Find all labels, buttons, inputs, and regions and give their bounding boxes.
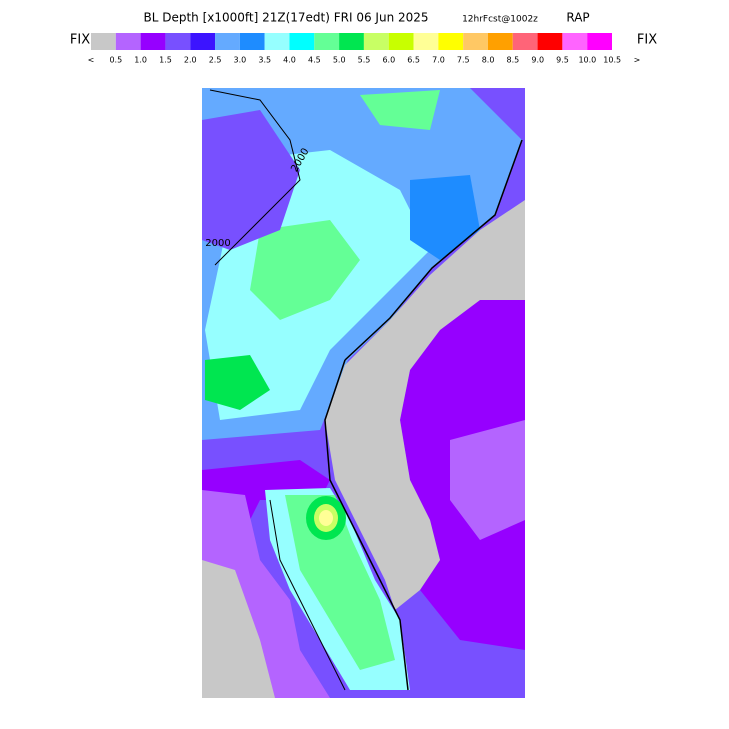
colorbar-swatch <box>587 33 612 50</box>
colorbar-swatch <box>388 33 414 50</box>
colorbar-label: 1.5 <box>159 56 172 65</box>
coastline <box>324 359 409 691</box>
colorbar-swatch <box>91 33 116 50</box>
colorbar-label: 9.5 <box>556 56 569 65</box>
colorbar-swatch <box>487 33 513 50</box>
region-green <box>250 220 360 320</box>
colorbar-left-label: FIX <box>70 33 90 48</box>
colorbar-label: 2.5 <box>209 56 222 65</box>
colorbar-swatch <box>314 33 340 50</box>
region-green-3 <box>360 90 440 130</box>
colorbar-label: 3.5 <box>258 56 271 65</box>
colorbar-label: 4.5 <box>308 56 321 65</box>
colorbar-swatch <box>215 33 240 50</box>
map: 2000 2000 <box>202 88 525 698</box>
colorbar-swatch <box>339 33 364 50</box>
region-offshore-light <box>450 420 525 540</box>
colorbar-label: 7.5 <box>457 56 470 65</box>
colorbar-label: 3.0 <box>234 56 247 65</box>
colorbar-label: 8.0 <box>482 56 495 65</box>
ocean-gray <box>325 200 525 610</box>
peninsula-green <box>285 495 395 670</box>
colorbar-label: 6.5 <box>407 56 420 65</box>
colorbar-swatch <box>512 33 538 50</box>
colorbar-label: 2.0 <box>184 56 197 65</box>
colorbar-right-label: FIX <box>637 33 657 48</box>
subtitle: 12hrFcst@1002z <box>462 15 538 25</box>
colorbar-label: 4.0 <box>283 56 296 65</box>
colorbar-swatch <box>190 33 216 50</box>
colorbar-swatch <box>264 33 290 50</box>
colorbar-label: 7.0 <box>432 56 445 65</box>
colorbar-swatch <box>289 33 315 50</box>
colorbar-swatch <box>463 33 488 50</box>
colorbar-swatch <box>115 33 141 50</box>
colorbar-label: 6.0 <box>382 56 395 65</box>
coastline-gulf <box>269 499 346 691</box>
contour <box>209 89 301 266</box>
title: BL Depth [x1000ft] 21Z(17edt) FRI 06 Jun… <box>143 11 428 25</box>
colorbar-label: 9.0 <box>531 56 544 65</box>
region-blue <box>410 175 480 260</box>
colorbar-label: 0.5 <box>109 56 122 65</box>
colorbar-swatch <box>438 33 464 50</box>
colorbar-swatch <box>413 33 439 50</box>
colorbar-swatch <box>239 33 265 50</box>
colorbar-label: 1.0 <box>134 56 147 65</box>
colorbar-swatch <box>363 33 389 50</box>
colorbar-swatch <box>537 33 563 50</box>
colorbar-label: 5.5 <box>358 56 371 65</box>
coastline-north <box>344 139 523 361</box>
colorbar-swatch <box>562 33 588 50</box>
region-violet <box>202 110 300 250</box>
region-green-2 <box>205 355 270 410</box>
blob-yellow <box>319 510 333 526</box>
gulf-gray <box>202 560 275 698</box>
colorbar-label: 8.5 <box>507 56 520 65</box>
contour-label: 2000 <box>205 238 230 249</box>
colorbar-swatch <box>165 33 191 50</box>
colorbar-label: < <box>88 56 95 65</box>
colorbar-label: 10.5 <box>603 56 621 65</box>
colorbar-label: 10.0 <box>578 56 596 65</box>
colorbar: <0.5 1.0 1.5 2.0 2.5 3.0 3.5 4.0 4.5 5.0 5.5 6.0 6.5… <box>88 33 641 65</box>
colorbar-label: 5.0 <box>333 56 346 65</box>
model: RAP <box>566 11 589 25</box>
colorbar-label: > <box>634 56 641 65</box>
colorbar-swatch <box>140 33 166 50</box>
